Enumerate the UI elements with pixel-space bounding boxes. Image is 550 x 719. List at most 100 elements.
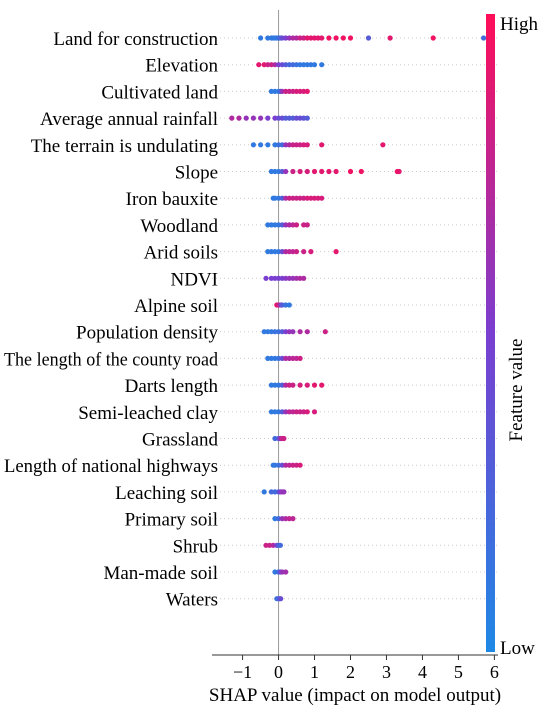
shap-point: [380, 142, 386, 148]
feature-label: The terrain is undulating: [31, 136, 219, 157]
shap-point: [290, 222, 296, 228]
shap-point: [387, 35, 393, 41]
shap-point: [297, 115, 303, 121]
shap-point: [293, 222, 300, 228]
shap-point: [281, 435, 287, 442]
shap-point: [268, 168, 274, 175]
shap-point: [290, 516, 296, 522]
shap-point: [283, 35, 289, 41]
shap-point: [293, 195, 300, 201]
shap-point: [290, 195, 296, 201]
shap-point: [265, 62, 271, 68]
shap-point: [272, 195, 278, 201]
shap-point: [290, 382, 296, 388]
shap-point: [301, 275, 307, 281]
feature-label: Woodland: [140, 216, 218, 237]
shap-point: [276, 249, 282, 255]
shap-point: [322, 329, 328, 335]
shap-point: [308, 249, 314, 255]
shap-point: [272, 355, 278, 361]
shap-point: [283, 302, 289, 308]
shap-point: [272, 409, 278, 415]
shap-point: [276, 168, 282, 175]
shap-point: [261, 489, 267, 495]
shap-point: [265, 329, 271, 335]
shap-point: [283, 88, 289, 94]
shap-point: [304, 409, 310, 415]
shap-point: [283, 142, 289, 148]
shap-point: [272, 249, 278, 255]
feature-label: Man-made soil: [103, 563, 218, 584]
shap-point: [263, 275, 269, 281]
shap-point: [261, 62, 267, 68]
shap-point: [272, 88, 278, 94]
shap-point: [297, 88, 303, 94]
shap-point: [290, 409, 296, 415]
shap-point: [290, 355, 296, 361]
shap-point: [258, 35, 264, 41]
shap-point: [265, 355, 271, 361]
shap-point: [268, 222, 274, 228]
shap-point: [276, 409, 282, 415]
shap-point: [276, 355, 282, 361]
shap-point: [333, 35, 339, 41]
shap-point: [308, 62, 314, 68]
shap-point: [261, 329, 267, 335]
shap-point: [272, 275, 278, 281]
shap-point: [301, 62, 307, 68]
shap-point: [272, 168, 278, 175]
shap-point: [319, 35, 325, 41]
shap-point: [283, 516, 289, 522]
shap-point: [265, 222, 271, 228]
shap-point: [277, 542, 283, 548]
shap-point: [290, 462, 296, 468]
shap-point: [297, 462, 303, 468]
shap-point: [256, 62, 262, 68]
shap-point: [301, 115, 307, 121]
shap-point: [308, 35, 314, 41]
shap-point: [268, 249, 274, 255]
shap-point: [297, 382, 303, 388]
shap-point: [268, 275, 274, 281]
shap-point: [319, 382, 325, 388]
shap-point: [311, 409, 318, 415]
shap-point: [283, 462, 289, 468]
shap-point: [272, 569, 278, 575]
shap-point: [268, 489, 274, 495]
x-axis: −1 0 1 2 3 4 5 6: [212, 654, 499, 682]
shap-point: [286, 355, 292, 361]
shap-point: [293, 355, 300, 361]
shap-point: [276, 329, 282, 335]
shap-point: [311, 195, 318, 201]
feature-label: Alpine soil: [134, 296, 218, 317]
shap-point: [311, 62, 318, 68]
shap-point: [347, 168, 354, 175]
shap-point: [290, 142, 296, 148]
shap-point: [272, 382, 278, 388]
shap-point: [311, 168, 318, 175]
shap-point: [286, 195, 292, 201]
shap-point: [304, 62, 310, 68]
feature-label: Semi-leached clay: [78, 403, 218, 424]
shap-point: [263, 542, 269, 548]
feature-label: Slope: [175, 163, 218, 184]
feature-label: Primary soil: [125, 510, 218, 531]
shap-point: [276, 115, 282, 121]
shap-point: [286, 462, 292, 468]
shap-point: [333, 168, 339, 175]
shap-point: [290, 115, 296, 121]
shap-point: [265, 115, 271, 121]
shap-point: [286, 409, 292, 415]
shap-point: [267, 542, 273, 548]
shap-point: [268, 409, 274, 415]
feature-label: NDVI: [171, 269, 219, 290]
shap-point: [268, 382, 274, 388]
shap-point: [297, 35, 303, 41]
shap-point: [272, 142, 278, 148]
shap-point: [250, 142, 256, 148]
shap-point: [319, 168, 325, 175]
shap-point: [311, 382, 318, 388]
shap-point: [326, 168, 332, 175]
feature-label: Average annual rainfall: [40, 109, 218, 130]
